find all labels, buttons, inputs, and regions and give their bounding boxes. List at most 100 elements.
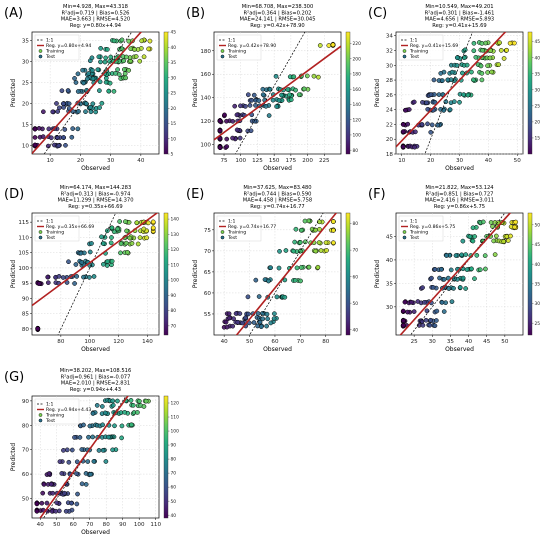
- colorbar-tick-label: 90: [171, 293, 177, 299]
- scatter-point: [317, 43, 323, 48]
- stats-line: Reg: y=0.94x+4.43: [70, 387, 121, 393]
- scatter-point: [106, 88, 112, 94]
- scatter-point: [146, 46, 151, 52]
- x-tick-label: 70: [297, 339, 305, 345]
- scatter-point: [141, 54, 147, 60]
- legend-training-swatch: [38, 413, 43, 417]
- scatter-point: [449, 69, 455, 75]
- stats-line: MAE=2.010 | RMSE=2.831: [61, 381, 130, 387]
- legend-box: [216, 215, 262, 242]
- scatter-point: [143, 398, 149, 404]
- x-axis-label: Observed: [445, 346, 474, 353]
- plot-content: [34, 396, 151, 518]
- x-tick-label: 10: [47, 158, 55, 164]
- scatter-point: [238, 103, 243, 109]
- scatter-point: [141, 226, 147, 232]
- stats-line: Min=4.928, Max=43.318: [63, 4, 128, 10]
- stats-line: MAE=24.141 | RMSE=30.045: [240, 17, 316, 23]
- scatter-point: [70, 126, 76, 131]
- scatter-point: [429, 122, 435, 128]
- scatter-point: [99, 100, 105, 106]
- x-tick-label: 60: [70, 522, 78, 528]
- colorbar-tick-label: 160: [353, 87, 362, 93]
- scatter-point: [462, 47, 468, 53]
- scatter-point: [112, 423, 117, 429]
- scatter-point: [411, 99, 417, 105]
- scatter-point: [150, 219, 156, 225]
- legend-test-label: Test: [45, 54, 55, 60]
- scatter-point: [87, 249, 93, 255]
- scatter-point: [89, 55, 95, 61]
- scatter-point: [438, 266, 444, 272]
- scatter-point: [330, 42, 336, 48]
- y-tick-label: 60: [22, 472, 30, 478]
- scatter-point: [283, 248, 289, 253]
- scatter-point: [490, 224, 495, 229]
- scatter-point: [237, 311, 243, 316]
- scatter-point: [130, 402, 136, 408]
- scatter-point: [435, 122, 440, 128]
- scatter-point: [123, 219, 128, 224]
- stats-line: Min=10.549, Max=49.201: [425, 4, 493, 10]
- colorbar-tick-label: 40: [535, 262, 541, 268]
- panel-label: (D): [4, 187, 24, 202]
- scatter-point: [469, 266, 474, 272]
- scatter-point: [110, 447, 115, 453]
- scatter-point: [451, 286, 456, 291]
- x-tick-label: 35: [447, 339, 455, 345]
- scatter-point: [46, 471, 52, 476]
- legend-test-swatch: [402, 54, 407, 59]
- legend-training-label: Training: [45, 49, 64, 55]
- scatter-point: [465, 92, 471, 98]
- scatter-point: [245, 92, 251, 98]
- legend-training-swatch: [402, 49, 407, 53]
- scatter-point: [119, 423, 125, 429]
- colorbar-tick-label: 80: [353, 221, 359, 227]
- legend-test-swatch: [38, 54, 43, 59]
- scatter-point: [497, 40, 502, 46]
- stats-line: R²adj=0.364 | Bias=0.202: [244, 10, 312, 16]
- scatter-point: [493, 233, 499, 239]
- colorbar-tick-label: 80: [353, 148, 359, 154]
- stats-line: MAE=2.416 | RMSE=3.011: [425, 198, 494, 204]
- scatter-point: [96, 448, 102, 453]
- x-tick-label: 40: [465, 339, 473, 345]
- scatter-point: [260, 311, 265, 316]
- scatter-point: [274, 294, 280, 300]
- scatter-point: [406, 107, 412, 112]
- scatter-point: [74, 501, 80, 507]
- scatter-point: [313, 227, 318, 233]
- scatter-point: [267, 87, 273, 92]
- colorbar-tick-label: 100: [171, 278, 180, 284]
- scatter-point: [479, 70, 485, 76]
- colorbar: [163, 212, 169, 336]
- x-tick-label: 50: [53, 522, 61, 528]
- colorbar-tick-label: 20: [171, 106, 177, 112]
- y-axis-label: Predicted: [192, 260, 199, 288]
- x-tick-label: 100: [134, 522, 145, 528]
- scatter-point: [124, 228, 129, 234]
- scatter-point: [400, 122, 406, 127]
- scatter-point: [74, 459, 80, 465]
- scatter-point: [232, 103, 238, 109]
- colorbar-tick-label: 45: [535, 242, 541, 248]
- legend-training-label: Training: [409, 49, 428, 55]
- scatter-point: [285, 87, 291, 92]
- scatter-point: [326, 43, 332, 48]
- scatter-point: [420, 285, 425, 290]
- scatter-point: [439, 78, 445, 83]
- x-tick-label: 20: [427, 158, 435, 164]
- x-tick-label: 150: [269, 158, 280, 164]
- scatter-point: [60, 275, 66, 280]
- y-axis-label: Predicted: [374, 260, 381, 288]
- legend-test-label: Test: [409, 235, 419, 241]
- scatter-point: [50, 109, 56, 115]
- scatter-point: [105, 47, 110, 52]
- colorbar-tick-label: 30: [535, 87, 541, 93]
- scatter-point: [41, 109, 46, 115]
- colorbar-tick-label: 25: [171, 91, 177, 97]
- legend-reg-label: Reg. y=0.74x+16.77: [228, 224, 276, 230]
- scatter-point: [467, 234, 473, 240]
- scatter-point: [253, 277, 259, 283]
- scatter-point: [110, 398, 116, 404]
